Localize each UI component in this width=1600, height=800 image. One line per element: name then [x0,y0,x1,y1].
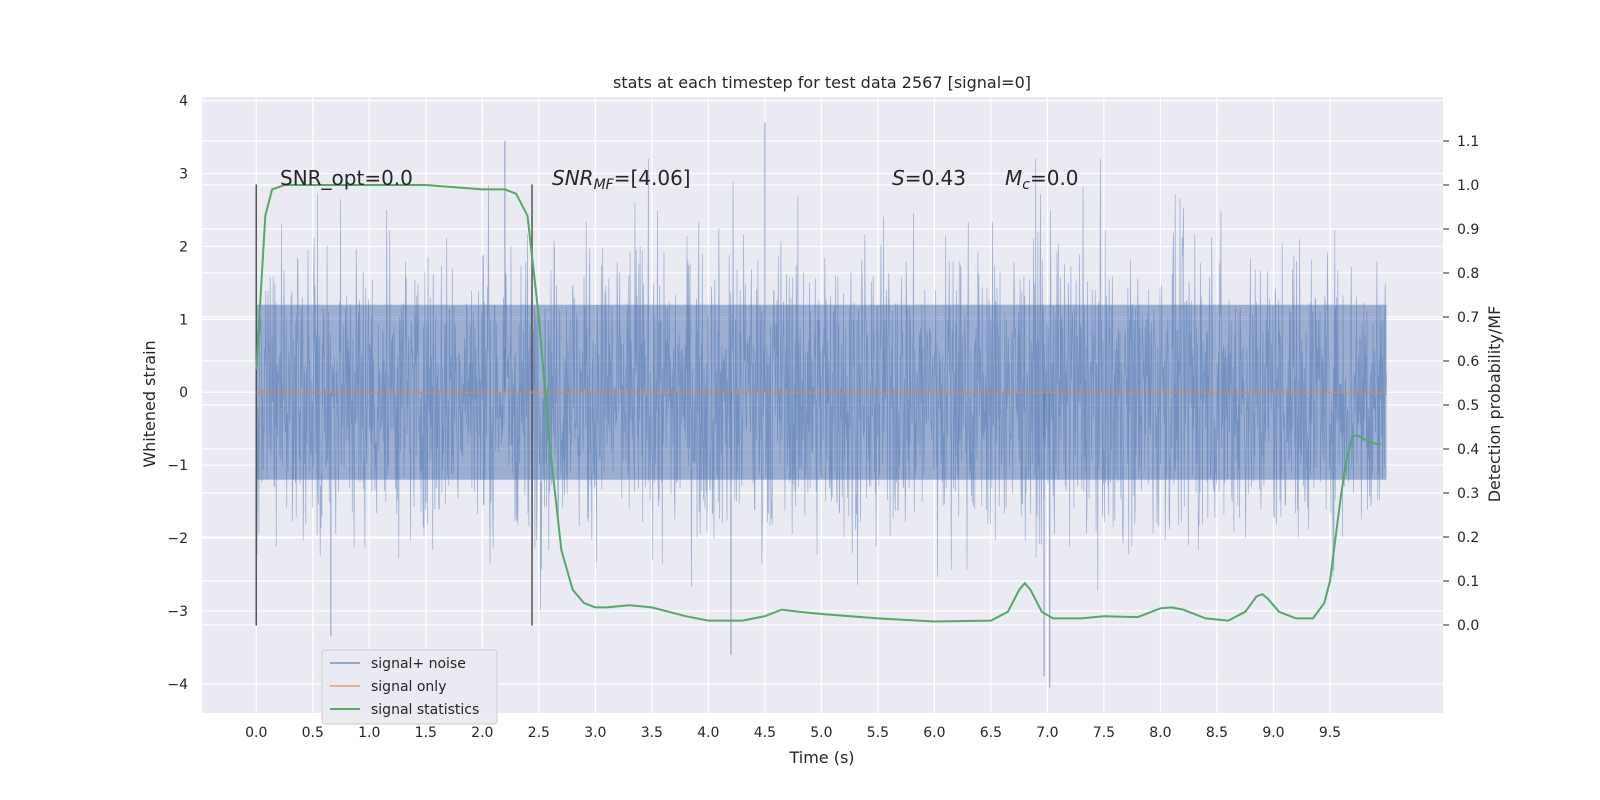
y-tick-label-right: 0.8 [1457,266,1479,282]
x-tick-label: 2.0 [471,725,493,741]
y-tick-label-right: 0.2 [1457,530,1479,546]
legend-label-signal-statistics: signal statistics [371,702,479,718]
legend-label-signal-only: signal only [371,679,446,695]
legend: signal+ noise signal only signal statist… [321,649,498,725]
y-tick-label-right: 0.3 [1457,486,1479,502]
legend-box [321,649,498,725]
annotation-snr-mf: SNRMF=[4.06] [552,166,691,193]
x-tick-label: 8.0 [1149,725,1171,741]
y-tick-label: −3 [167,604,188,620]
y-tick-label-right: 0.9 [1457,222,1479,238]
x-tick-label: 0.0 [245,725,267,741]
y-tick-label-right: 0.0 [1457,618,1479,634]
series-lines [255,184,1387,623]
y-tick-label: −4 [167,677,188,693]
y-tick-label-right: 0.6 [1457,354,1479,370]
y-tick-label-right: 0.1 [1457,574,1479,590]
x-axis-label: Time (s) [788,748,854,767]
x-tick-label: 6.5 [980,725,1002,741]
x-tick-label: 1.0 [358,725,380,741]
x-tick-label: 1.5 [415,725,437,741]
x-tick-label: 2.5 [528,725,550,741]
y-ticks-left: −4 −3 −2 −1 0 1 2 3 4 [167,94,188,693]
y-tick-label: 4 [179,94,188,110]
legend-label-signal-noise: signal+ noise [371,656,466,672]
signal-statistics-line [255,184,1381,623]
y-tick-label-right: 0.4 [1457,442,1479,458]
x-tick-label: 9.0 [1262,725,1284,741]
annotation-snr-opt: SNR_opt=0.0 [280,166,413,190]
annotation-mc: Mc=0.0 [1005,166,1079,193]
y-ticks-right: 0.0 0.1 0.2 0.3 0.4 0.5 0.6 0.7 0.8 0.9 1.0 1.1 [1443,134,1479,634]
annotation-s: S=0.43 [892,166,966,190]
y-tick-label: −2 [167,531,188,547]
chart-title: stats at each timestep for test data 256… [613,73,1031,92]
x-tick-label: 7.5 [1093,725,1115,741]
y-tick-label: 2 [179,239,188,255]
x-tick-label: 5.0 [810,725,832,741]
x-tick-label: 8.5 [1206,725,1228,741]
x-tick-label: 0.5 [302,725,324,741]
y-tick-label-right: 0.5 [1457,398,1479,414]
x-tick-label: 6.0 [923,725,945,741]
x-tick-label: 5.5 [867,725,889,741]
y-axis-label: Whitened strain [140,340,159,467]
y-tick-label: 3 [179,167,188,183]
x-tick-label: 4.0 [697,725,719,741]
y-axis-label-right: Detection probability/MF [1485,306,1504,503]
y-tick-label: −1 [167,458,188,474]
y-tick-label: 0 [179,385,188,401]
x-tick-label: 4.5 [754,725,776,741]
y-tick-label-right: 1.1 [1457,134,1479,150]
x-tick-label: 3.5 [641,725,663,741]
y-tick-label-right: 0.7 [1457,310,1479,326]
y-tick-label: 1 [179,312,188,328]
x-ticks: 0.0 0.5 1.0 1.5 2.0 2.5 3.0 3.5 4.0 4.5 5.0 5.5 6.0 6… [245,725,1341,741]
x-tick-label: 9.5 [1319,725,1341,741]
y-tick-label-right: 1.0 [1457,178,1479,194]
x-tick-label: 7.0 [1036,725,1058,741]
x-tick-label: 3.0 [584,725,606,741]
noise-trace-path [255,158,1387,611]
